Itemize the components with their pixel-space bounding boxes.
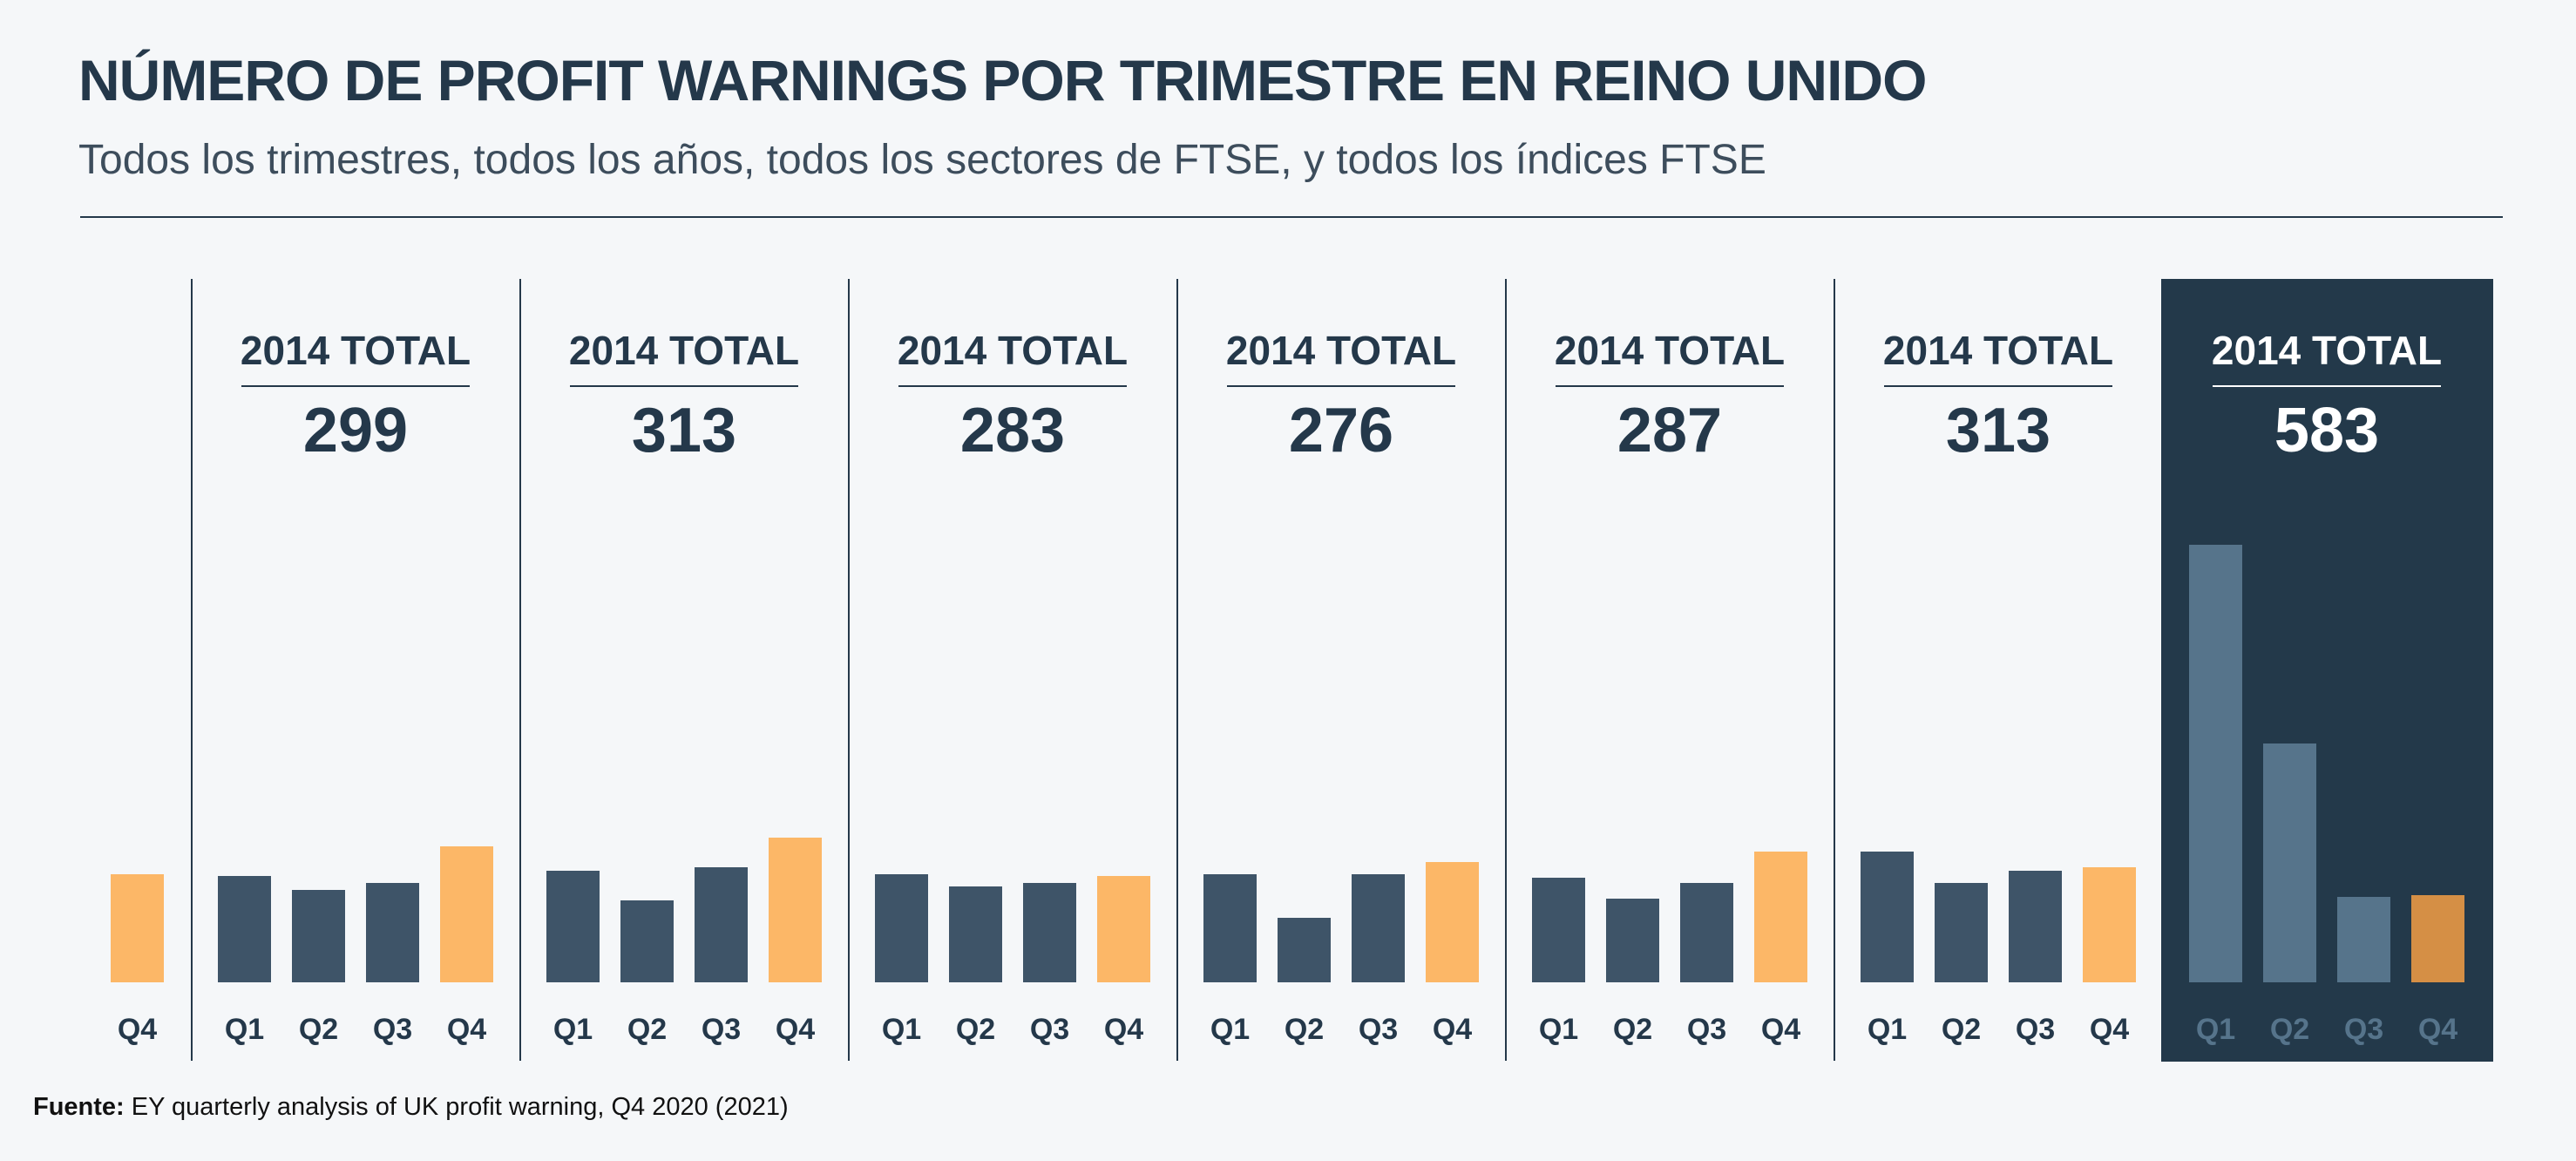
title-rule — [80, 216, 2503, 218]
group-total-label: 2014 TOTAL — [569, 328, 799, 373]
bar-lead-q4 — [111, 874, 164, 982]
tick-label-q3: Q3 — [1687, 1013, 1726, 1046]
bar-q4 — [1426, 862, 1479, 982]
group-total-value: 313 — [632, 396, 736, 465]
bar-q4 — [2083, 867, 2136, 982]
bar-q1 — [1532, 878, 1585, 982]
group-total-value: 287 — [1617, 396, 1722, 465]
bar-q3 — [1352, 874, 1405, 982]
group-total-label: 2014 TOTAL — [241, 328, 471, 373]
tick-label-q4: Q4 — [2418, 1013, 2457, 1046]
bar-q2 — [620, 900, 674, 982]
bar-q4 — [1754, 852, 1807, 982]
group-total-value: 299 — [303, 396, 408, 465]
tick-label-q3: Q3 — [2016, 1013, 2055, 1046]
tick-label-q2: Q2 — [627, 1013, 667, 1046]
bar-q3 — [1680, 883, 1733, 982]
source-note: Fuente: EY quarterly analysis of UK prof… — [33, 1093, 789, 1122]
bar-q1 — [875, 874, 928, 982]
tick-label-q1: Q1 — [2196, 1013, 2235, 1046]
chart-subtitle: Todos los trimestres, todos los años, to… — [78, 137, 1766, 183]
group-total-label: 2014 TOTAL — [1555, 328, 1785, 373]
bar-q4 — [440, 846, 493, 982]
bar-q3 — [2009, 871, 2062, 982]
tick-label-q4: Q4 — [2090, 1013, 2129, 1046]
bar-q3 — [2337, 897, 2390, 982]
tick-label-q2: Q2 — [1942, 1013, 1981, 1046]
tick-label-q4: Q4 — [1433, 1013, 1472, 1046]
tick-label-q2: Q2 — [299, 1013, 338, 1046]
bar-q2 — [949, 886, 1002, 982]
bar-q1 — [1203, 874, 1257, 982]
tick-label-q3: Q3 — [1030, 1013, 1069, 1046]
tick-label-q2: Q2 — [1285, 1013, 1324, 1046]
bar-q1 — [2189, 545, 2242, 982]
source-text: EY quarterly analysis of UK profit warni… — [131, 1093, 789, 1121]
bar-q3 — [366, 883, 419, 982]
group-total-value: 276 — [1289, 396, 1393, 465]
tick-label-q1: Q1 — [225, 1013, 264, 1046]
bar-q1 — [546, 871, 600, 982]
group-total-value: 283 — [960, 396, 1065, 465]
tick-label-q3: Q3 — [373, 1013, 412, 1046]
tick-label-q1: Q1 — [1539, 1013, 1578, 1046]
bar-q1 — [218, 876, 271, 982]
tick-label-q3: Q3 — [1359, 1013, 1398, 1046]
group-total-label: 2014 TOTAL — [2212, 328, 2442, 373]
tick-label-q1: Q1 — [1210, 1013, 1250, 1046]
tick-label-q3: Q3 — [702, 1013, 741, 1046]
bar-q1 — [1861, 852, 1914, 982]
bar-q3 — [1023, 883, 1076, 982]
tick-label-q3: Q3 — [2344, 1013, 2383, 1046]
chart-title: NÚMERO DE PROFIT WARNINGS POR TRIMESTRE … — [78, 48, 1927, 112]
group-total-value: 313 — [1946, 396, 2051, 465]
tick-label-q4: Q4 — [776, 1013, 815, 1046]
tick-label-q1: Q1 — [1868, 1013, 1907, 1046]
bar-q2 — [1606, 899, 1659, 982]
tick-label-q4: Q4 — [1104, 1013, 1143, 1046]
tick-label-q2: Q2 — [956, 1013, 995, 1046]
bar-q3 — [695, 867, 748, 982]
bar-q4 — [1097, 876, 1150, 982]
source-label: Fuente: — [33, 1093, 125, 1121]
group-total-label: 2014 TOTAL — [1226, 328, 1456, 373]
tick-label-q4: Q4 — [1761, 1013, 1800, 1046]
tick-label-lead-q4: Q4 — [118, 1013, 157, 1046]
group-total-label: 2014 TOTAL — [1883, 328, 2113, 373]
tick-label-q1: Q1 — [882, 1013, 921, 1046]
bar-q4 — [769, 838, 822, 982]
tick-label-q2: Q2 — [1613, 1013, 1652, 1046]
tick-label-q1: Q1 — [553, 1013, 593, 1046]
bar-q2 — [1278, 918, 1331, 982]
tick-label-q2: Q2 — [2270, 1013, 2309, 1046]
bar-q2 — [1935, 883, 1988, 982]
bar-q4 — [2411, 895, 2464, 982]
bar-q2 — [292, 890, 345, 982]
bar-q2 — [2263, 743, 2316, 982]
tick-label-q4: Q4 — [447, 1013, 486, 1046]
group-total-label: 2014 TOTAL — [898, 328, 1128, 373]
group-total-value: 583 — [2274, 396, 2379, 465]
